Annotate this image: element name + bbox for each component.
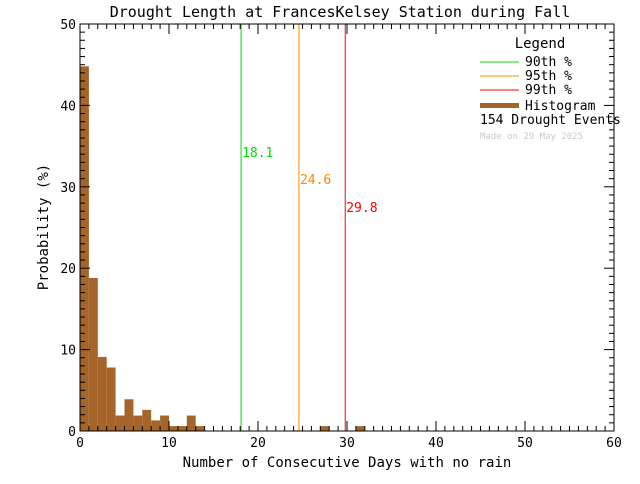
y-tick-label: 50 (60, 18, 76, 33)
histogram-bar (320, 426, 330, 431)
legend-made-on: Made on 29 May 2025 (480, 132, 583, 142)
histogram-bar (151, 420, 161, 431)
x-tick-label: 20 (250, 436, 266, 451)
percentile-label: 29.8 (346, 201, 377, 216)
x-tick-label: 50 (517, 436, 533, 451)
legend-entry-label: 95th % (525, 69, 572, 84)
legend: Legend Histogram 154 Drought Events Made… (480, 36, 621, 142)
histogram-bar (160, 415, 169, 431)
percentile-label: 24.6 (300, 173, 331, 188)
y-axis-label: Probability (%) (36, 164, 52, 290)
y-tick-label: 30 (60, 181, 76, 196)
legend-entry-label: 99th % (525, 83, 572, 98)
x-tick-label: 0 (76, 436, 84, 451)
histogram-bar (80, 66, 89, 431)
y-tick-label: 0 (68, 425, 76, 440)
histogram-bar (355, 426, 365, 431)
y-tick-label: 20 (60, 262, 76, 277)
legend-events: 154 Drought Events (480, 113, 621, 128)
histogram-bar (177, 426, 187, 431)
histogram-bar (115, 415, 125, 431)
histogram-bar (106, 367, 116, 431)
y-tick-label: 10 (60, 344, 76, 359)
legend-histogram-label: Histogram (525, 99, 596, 114)
legend-entry-label: 90th % (525, 55, 572, 70)
x-tick-label: 40 (428, 436, 444, 451)
legend-histogram-swatch (480, 103, 519, 108)
x-tick-label: 10 (161, 436, 177, 451)
histogram-bar (133, 415, 143, 431)
histogram-bar (97, 356, 107, 431)
y-tick-label: 40 (60, 99, 76, 114)
histogram-bar (88, 277, 98, 431)
chart-title: Drought Length at FrancesKelsey Station … (110, 3, 571, 21)
histogram-bar (169, 426, 178, 431)
histogram-bar (186, 415, 196, 431)
legend-title: Legend (515, 36, 566, 52)
percentile-label: 18.1 (242, 146, 273, 161)
x-axis-label: Number of Consecutive Days with no rain (183, 455, 512, 471)
histogram-bar (142, 409, 152, 431)
histogram-bar (195, 426, 205, 431)
histogram-bar (124, 399, 134, 431)
x-tick-label: 60 (606, 436, 622, 451)
x-tick-label: 30 (339, 436, 355, 451)
